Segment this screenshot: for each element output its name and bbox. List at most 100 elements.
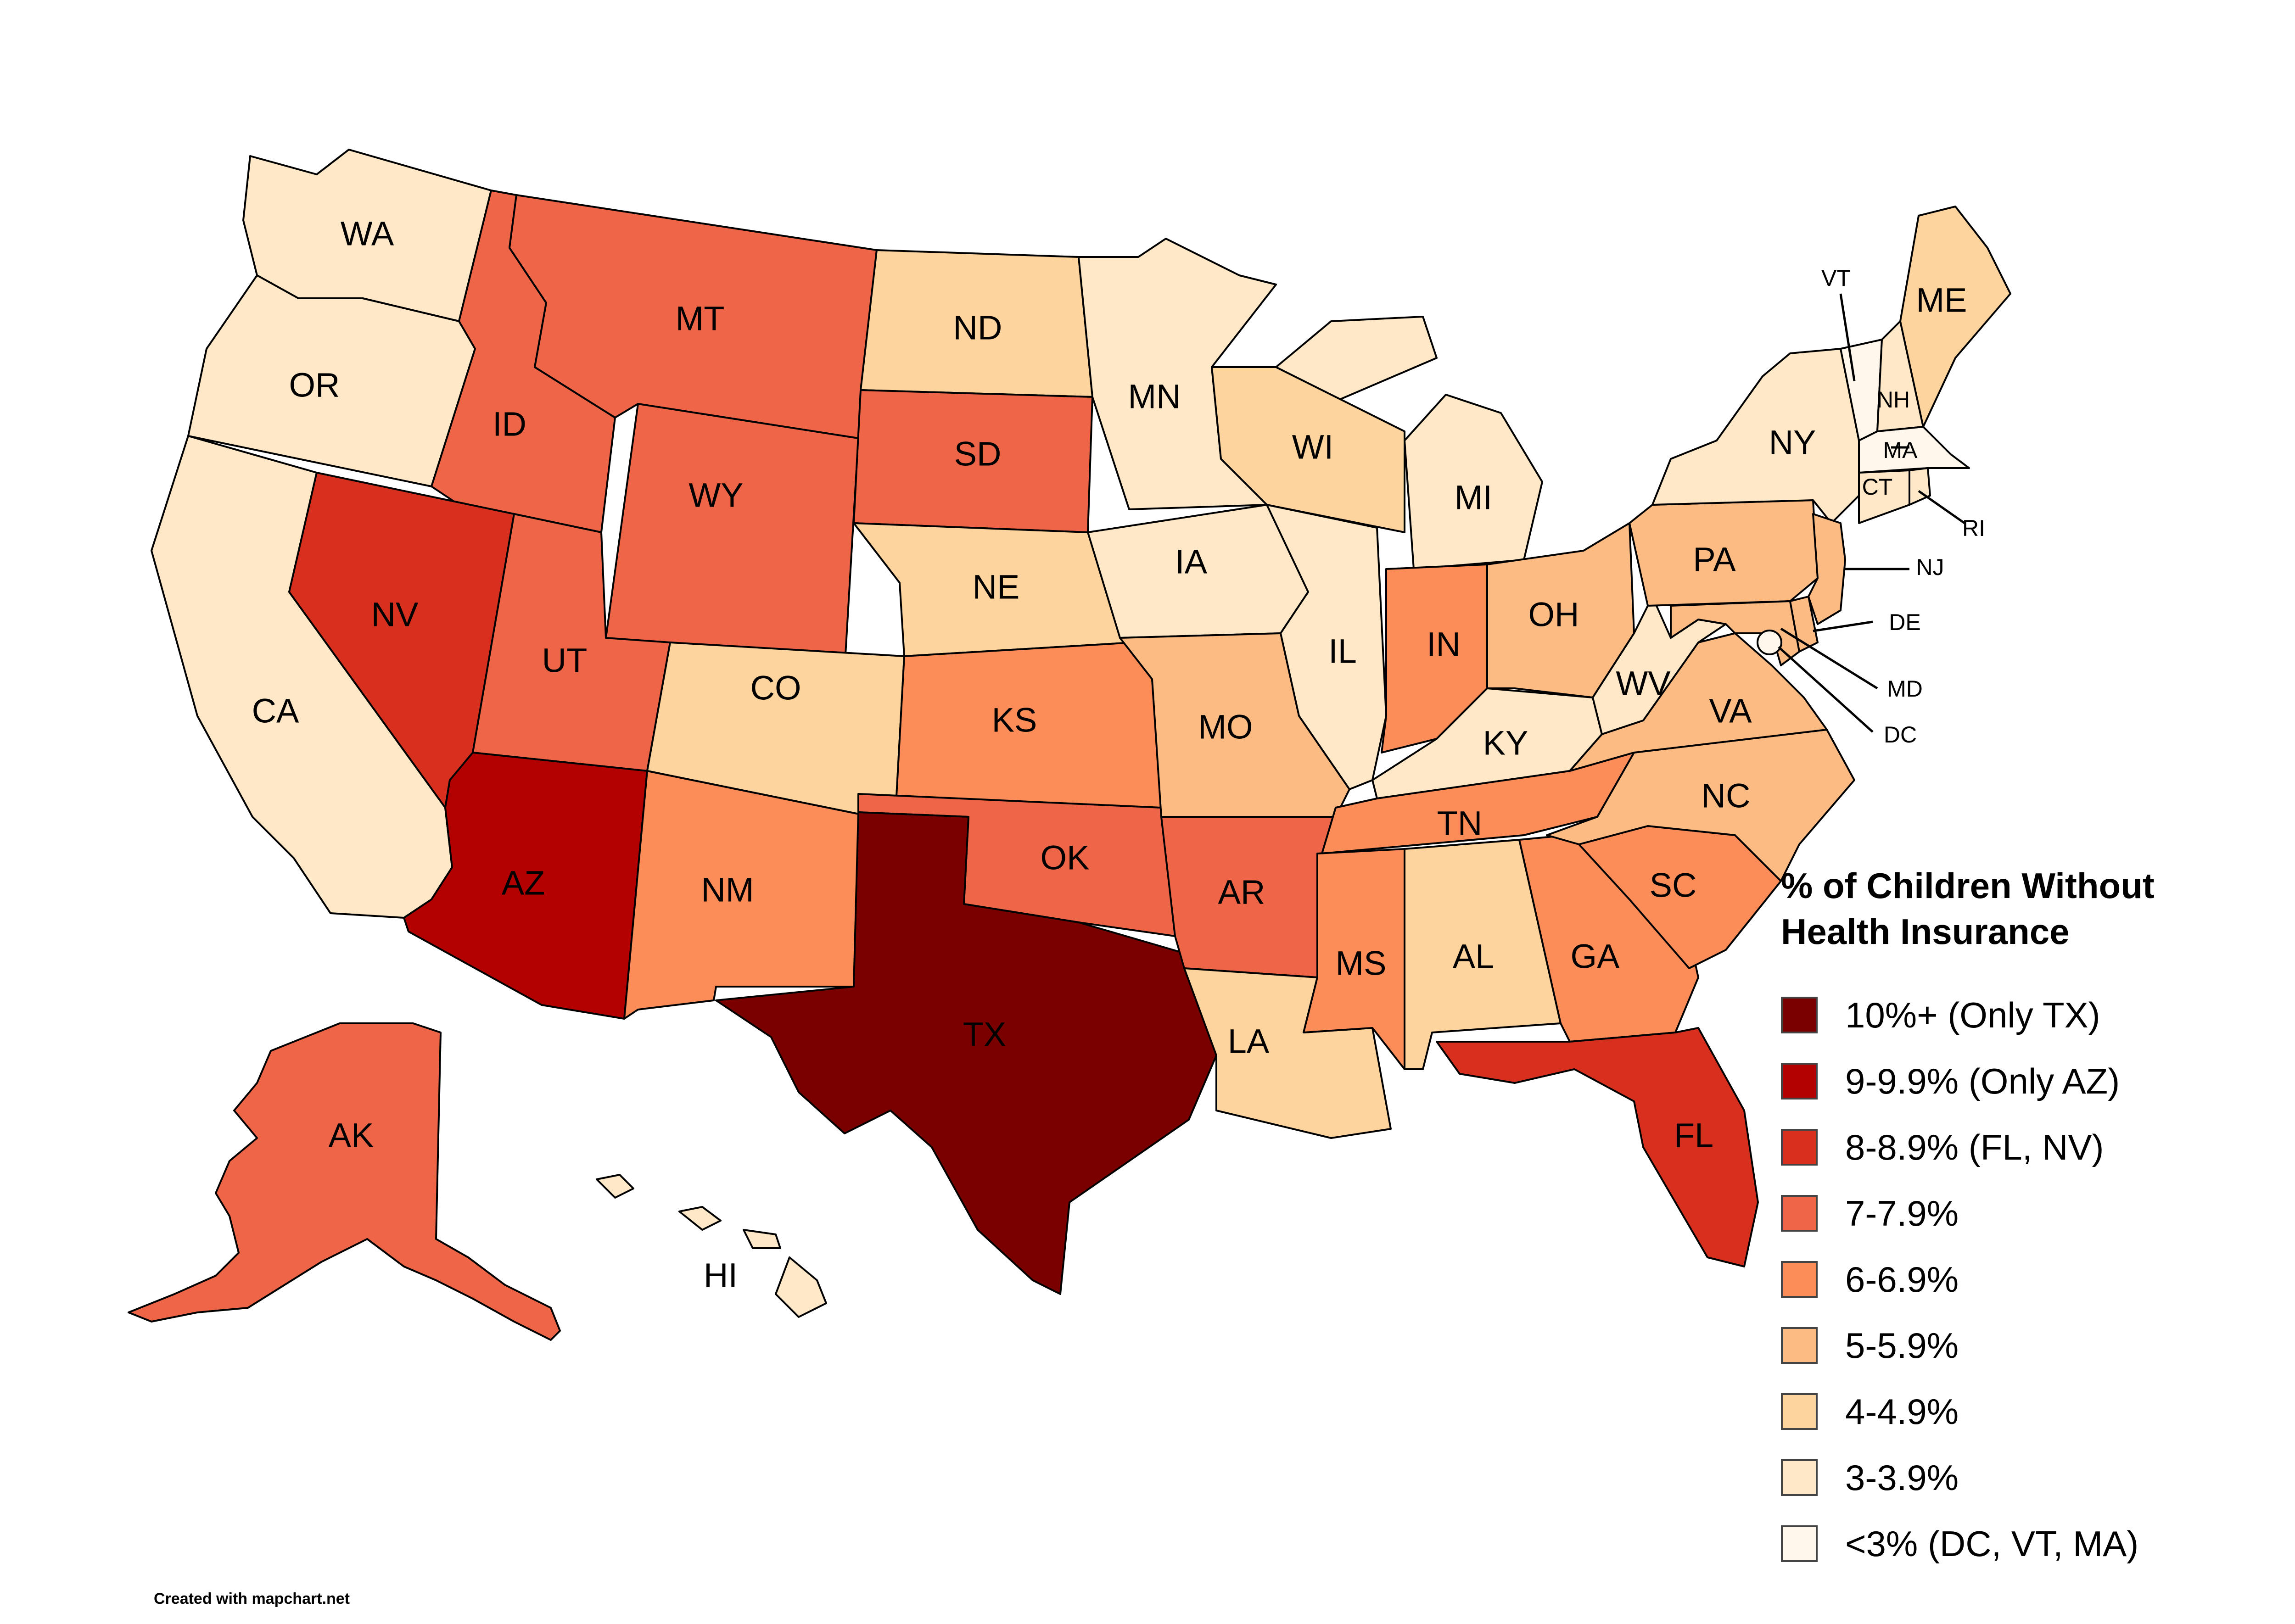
state-label-az: AZ <box>502 864 545 902</box>
state-label-nd: ND <box>953 309 1002 347</box>
state-dc <box>1757 630 1782 655</box>
state-label-wa: WA <box>341 215 394 253</box>
legend-swatch <box>1781 1459 1818 1496</box>
state-label-va: VA <box>1709 692 1752 730</box>
state-label-ri: RI <box>1962 515 1985 541</box>
state-label-ma: MA <box>1883 437 1918 463</box>
state-label-nc: NC <box>1702 777 1751 815</box>
legend-label: 8-8.9% (FL, NV) <box>1845 1127 2104 1167</box>
state-label-md: MD <box>1887 676 1923 702</box>
state-label-in: IN <box>1427 625 1461 664</box>
legend-item: 5-5.9% <box>1781 1312 2286 1378</box>
legend-label: 6-6.9% <box>1845 1259 1959 1300</box>
state-label-or: OR <box>289 366 340 404</box>
legend-swatch <box>1781 997 1818 1033</box>
state-label-ky: KY <box>1483 724 1528 762</box>
de-leader-line <box>1813 620 1873 632</box>
legend-label: 10%+ (Only TX) <box>1845 994 2100 1035</box>
md-leader-line <box>1780 627 1878 690</box>
state-wy <box>605 403 859 671</box>
legend-label: <3% (DC, VT, MA) <box>1845 1523 2139 1564</box>
state-label-ia: IA <box>1175 543 1208 581</box>
legend-swatch <box>1781 1195 1818 1232</box>
legend-label: 7-7.9% <box>1845 1193 1959 1233</box>
state-label-me: ME <box>1916 281 1967 319</box>
credit-text: Created with mapchart.net <box>154 1590 350 1607</box>
state-ak <box>128 1022 561 1341</box>
state-label-ct: CT <box>1862 474 1893 500</box>
state-nc <box>1546 729 1855 882</box>
legend-swatch <box>1781 1327 1818 1364</box>
state-label-sd: SD <box>954 435 1002 473</box>
legend-swatch <box>1781 1129 1818 1166</box>
state-label-wv: WV <box>1616 664 1671 703</box>
legend-swatch <box>1781 1525 1818 1562</box>
state-label-ms: MS <box>1336 944 1387 982</box>
state-label-sc: SC <box>1650 866 1697 904</box>
state-label-ga: GA <box>1571 938 1620 976</box>
legend-title: % of Children Without Health Insurance <box>1781 863 2286 954</box>
dc-leader-line <box>1778 646 1874 733</box>
legend-item: <3% (DC, VT, MA) <box>1781 1511 2286 1577</box>
legend-swatch <box>1781 1393 1818 1430</box>
state-fl <box>1436 1027 1759 1267</box>
legend-label: 3-3.9% <box>1845 1457 1959 1498</box>
state-label-la: LA <box>1228 1022 1270 1060</box>
state-label-tx: TX <box>963 1016 1007 1054</box>
state-label-ut: UT <box>542 642 588 680</box>
state-me <box>1899 206 2011 428</box>
legend-title-line2: Health Insurance <box>1781 911 2070 952</box>
state-label-tn: TN <box>1437 804 1483 843</box>
legend-label: 4-4.9% <box>1845 1391 1959 1432</box>
state-label-mo: MO <box>1198 708 1253 746</box>
legend-swatch <box>1781 1063 1818 1099</box>
state-label-pa: PA <box>1693 541 1736 579</box>
state-label-nh: NH <box>1877 387 1910 413</box>
legend-item: 9-9.9% (Only AZ) <box>1781 1048 2286 1114</box>
state-label-fl: FL <box>1674 1116 1713 1155</box>
legend-item: 4-4.9% <box>1781 1378 2286 1445</box>
legend-swatch <box>1781 1261 1818 1298</box>
state-label-hi: HI <box>704 1256 738 1295</box>
state-ri <box>1909 467 1931 506</box>
state-label-ne: NE <box>973 568 1020 606</box>
state-label-ok: OK <box>1041 839 1090 877</box>
state-nj <box>1808 513 1846 625</box>
legend-item: 7-7.9% <box>1781 1180 2286 1246</box>
state-label-de: DE <box>1889 609 1920 635</box>
legend-item: 3-3.9% <box>1781 1445 2286 1511</box>
legend-item: 6-6.9% <box>1781 1246 2286 1312</box>
state-label-oh: OH <box>1528 596 1579 634</box>
state-label-ar: AR <box>1218 873 1265 911</box>
state-label-nm: NM <box>701 871 754 909</box>
state-label-wy: WY <box>688 476 743 514</box>
state-label-mt: MT <box>676 300 725 338</box>
state-label-ca: CA <box>252 692 299 730</box>
state-label-ak: AK <box>329 1116 374 1155</box>
legend-label: 9-9.9% (Only AZ) <box>1845 1060 2120 1101</box>
state-ny <box>1651 348 1860 524</box>
state-hi <box>596 1174 827 1318</box>
state-label-vt: VT <box>1821 265 1851 291</box>
state-label-wi: WI <box>1292 428 1333 466</box>
state-label-mn: MN <box>1128 378 1181 416</box>
state-label-ny: NY <box>1769 424 1816 462</box>
legend-title-line1: % of Children Without <box>1781 865 2155 906</box>
state-label-ks: KS <box>992 701 1037 739</box>
state-tx <box>715 811 1217 1295</box>
state-label-dc: DC <box>1884 722 1917 748</box>
state-label-mi: MI <box>1455 479 1492 517</box>
state-label-nj: NJ <box>1916 554 1944 580</box>
state-label-id: ID <box>493 405 526 443</box>
legend-label: 5-5.9% <box>1845 1325 1959 1366</box>
vt-leader-line <box>1839 293 1856 381</box>
legend-item: 8-8.9% (FL, NV) <box>1781 1114 2286 1180</box>
state-il <box>1266 504 1387 790</box>
state-label-nv: NV <box>371 596 419 634</box>
state-label-co: CO <box>750 669 801 707</box>
state-label-il: IL <box>1328 632 1357 670</box>
legend: % of Children Without Health Insurance 1… <box>1781 863 2286 1577</box>
legend-item: 10%+ (Only TX) <box>1781 982 2286 1048</box>
ri-leader-line <box>1918 490 1965 525</box>
